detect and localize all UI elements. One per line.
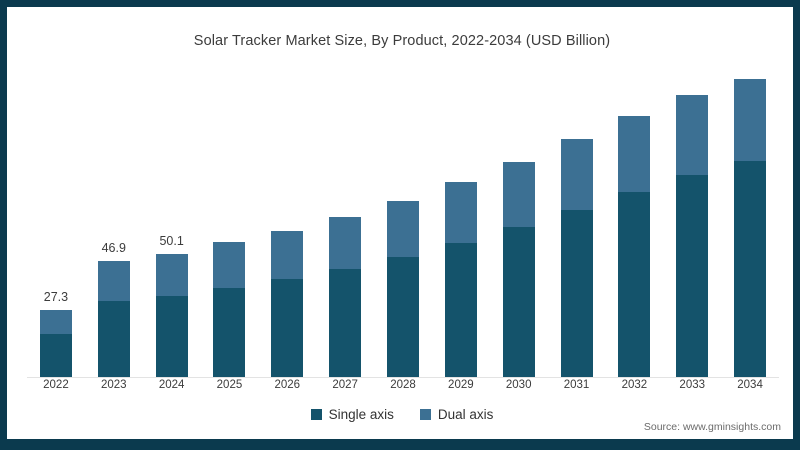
x-tick-2026: 2026: [274, 379, 301, 391]
bar-segment-single-axis-2026[interactable]: [271, 278, 304, 377]
bar-segment-single-axis-2033[interactable]: [676, 174, 709, 377]
bar-column-2034[interactable]: [734, 78, 767, 377]
bar-column-2030[interactable]: [502, 161, 535, 377]
bar-segment-dual-axis-2029[interactable]: [444, 182, 477, 244]
x-tick-2034: 2034: [737, 379, 763, 391]
bar-segment-dual-axis-2027[interactable]: [329, 216, 362, 270]
bar-segment-dual-axis-2028[interactable]: [387, 200, 419, 258]
bar-column-2023[interactable]: [97, 261, 130, 377]
bar-value-label-2024: 50.1: [159, 233, 184, 248]
bar-segment-single-axis-2025[interactable]: [213, 287, 246, 377]
bar-segment-single-axis-2029[interactable]: [444, 243, 477, 377]
bar-column-2022[interactable]: [39, 309, 72, 377]
bar-segment-single-axis-2028[interactable]: [387, 257, 419, 377]
legend-label: Dual axis: [437, 407, 494, 422]
legend-label: Single axis: [328, 407, 394, 422]
x-axis-tick-labels: 2022 2023 2024 2025 2026 2027 2028 2029 2030 2031…: [27, 379, 779, 399]
x-axis-line: [27, 377, 779, 378]
x-tick-2029: 2029: [448, 379, 474, 391]
bar-column-2024[interactable]: [155, 253, 188, 377]
source-attribution: Source: www.gminsights.com: [643, 421, 781, 433]
bar-segment-single-axis-2032[interactable]: [618, 191, 651, 377]
legend-swatch-icon: [419, 409, 431, 420]
plot-area: 27.3 46.9 50.1: [27, 69, 779, 377]
bar-value-label-2022: 27.3: [43, 289, 69, 304]
bar-segment-single-axis-2024[interactable]: [155, 295, 188, 377]
bar-column-2027[interactable]: [329, 216, 362, 377]
bar-segment-dual-axis-2024[interactable]: [155, 253, 188, 296]
bar-segment-single-axis-2031[interactable]: [560, 209, 593, 377]
bar-column-2029[interactable]: [444, 182, 477, 377]
bar-column-2031[interactable]: [560, 139, 593, 377]
bar-segment-dual-axis-2025[interactable]: [213, 242, 246, 288]
page-title: Solar Tracker Market Size, By Product, 2…: [193, 33, 611, 49]
bar-segment-dual-axis-2023[interactable]: [97, 261, 130, 302]
x-tick-2025: 2025: [216, 379, 243, 391]
bar-column-2028[interactable]: [387, 200, 419, 377]
chart-canvas: Solar Tracker Market Size, By Product, 2…: [7, 7, 793, 439]
legend-item-single-axis[interactable]: Single axis: [310, 407, 394, 422]
x-tick-2023: 2023: [100, 379, 127, 391]
x-tick-2033: 2033: [679, 379, 706, 391]
x-tick-2022: 2022: [43, 379, 69, 391]
x-tick-2027: 2027: [332, 379, 358, 391]
bar-segment-dual-axis-2032[interactable]: [618, 116, 651, 192]
bar-segment-dual-axis-2031[interactable]: [560, 139, 593, 210]
bar-segment-dual-axis-2033[interactable]: [676, 95, 709, 175]
bar-segment-single-axis-2034[interactable]: [734, 161, 767, 377]
bar-segment-dual-axis-2026[interactable]: [271, 230, 304, 279]
legend-swatch-icon: [310, 409, 322, 420]
bar-segment-dual-axis-2022[interactable]: [39, 309, 72, 334]
bar-column-2032[interactable]: [618, 116, 651, 377]
x-tick-2032: 2032: [621, 379, 648, 391]
bar-column-2033[interactable]: [676, 95, 709, 377]
x-tick-2031: 2031: [563, 379, 590, 391]
bar-value-label-2023: 46.9: [101, 241, 126, 256]
x-tick-2030: 2030: [505, 379, 532, 391]
legend-item-dual-axis[interactable]: Dual axis: [419, 407, 494, 422]
bar-segment-single-axis-2030[interactable]: [502, 227, 535, 377]
bar-column-2025[interactable]: [213, 242, 246, 377]
x-tick-2028: 2028: [390, 379, 416, 391]
x-tick-2024: 2024: [158, 379, 185, 391]
bar-segment-single-axis-2023[interactable]: [97, 301, 130, 377]
bar-segment-single-axis-2027[interactable]: [329, 269, 362, 377]
bar-segment-dual-axis-2034[interactable]: [734, 78, 767, 162]
chart-legend: Single axis Dual axis: [9, 407, 791, 422]
bar-segment-dual-axis-2030[interactable]: [502, 161, 535, 228]
bar-segment-single-axis-2022[interactable]: [39, 333, 72, 377]
bar-column-2026[interactable]: [271, 230, 304, 377]
